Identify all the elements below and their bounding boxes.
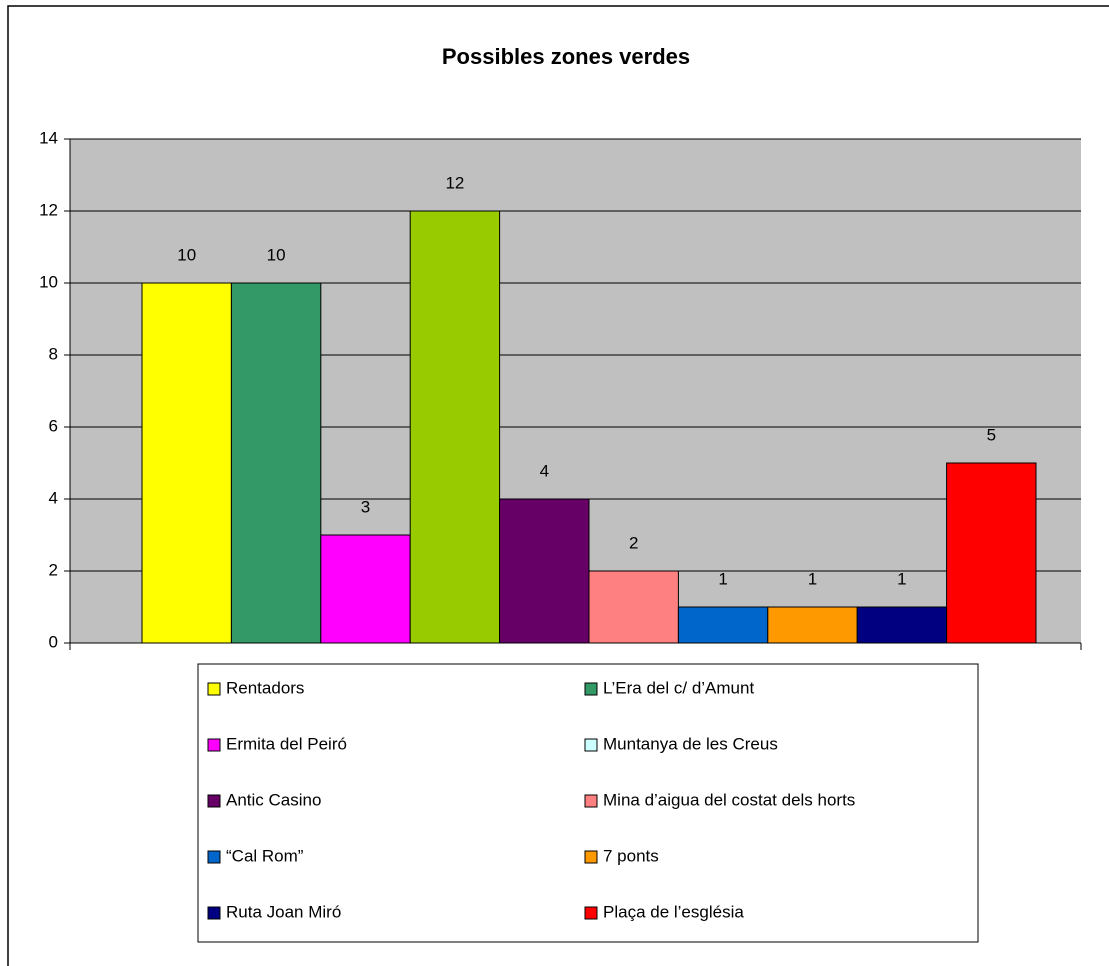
legend-swatch (584, 850, 598, 864)
y-tick-label: 6 (49, 416, 58, 435)
data-label: 1 (718, 569, 727, 588)
legend-label: Rentadors (226, 678, 304, 697)
data-label: 3 (361, 497, 370, 516)
legend-swatch (207, 850, 221, 864)
data-label: 1 (808, 569, 817, 588)
y-tick-label: 4 (49, 488, 58, 507)
chart-title: Possibles zones verdes (442, 44, 690, 69)
data-label: 1 (897, 569, 906, 588)
data-label: 10 (177, 245, 196, 264)
bar (320, 534, 411, 644)
legend-label: Muntanya de les Creus (603, 734, 778, 753)
legend-label: 7 ponts (603, 846, 659, 865)
legend-label: L’Era del c/ d’Amunt (603, 678, 754, 697)
legend-label: Ermita del Peiró (226, 734, 347, 753)
y-tick-label: 2 (49, 560, 58, 579)
legend-swatch (584, 682, 598, 696)
data-label: 2 (629, 533, 638, 552)
bar (677, 606, 769, 644)
legend-swatch (207, 682, 221, 696)
legend-swatch (207, 738, 221, 752)
y-tick-label: 10 (39, 272, 58, 291)
data-label: 10 (267, 245, 286, 264)
legend-swatch (207, 794, 221, 808)
legend-swatch (584, 738, 598, 752)
bar (946, 462, 1037, 644)
legend-swatch (584, 906, 598, 920)
bar (141, 282, 232, 644)
y-tick-label: 14 (39, 128, 58, 147)
data-label: 12 (445, 173, 464, 192)
y-tick-label: 12 (39, 200, 58, 219)
data-label: 5 (987, 425, 996, 444)
legend-label: Mina d’aigua del costat dels horts (603, 790, 855, 809)
bar (230, 282, 322, 644)
legend-label: Antic Casino (226, 790, 321, 809)
bar (588, 570, 679, 644)
legend-label: “Cal Rom” (226, 846, 304, 865)
data-label: 4 (540, 461, 549, 480)
legend-label: Ruta Joan Miró (226, 902, 341, 921)
bar (767, 606, 858, 644)
bar (499, 498, 590, 644)
bar (856, 606, 948, 644)
legend-swatch (584, 794, 598, 808)
legend-swatch (207, 906, 221, 920)
bar (409, 210, 501, 644)
legend-label: Plaça de l’església (603, 902, 744, 921)
y-tick-label: 0 (49, 632, 58, 651)
y-tick-label: 8 (49, 344, 58, 363)
